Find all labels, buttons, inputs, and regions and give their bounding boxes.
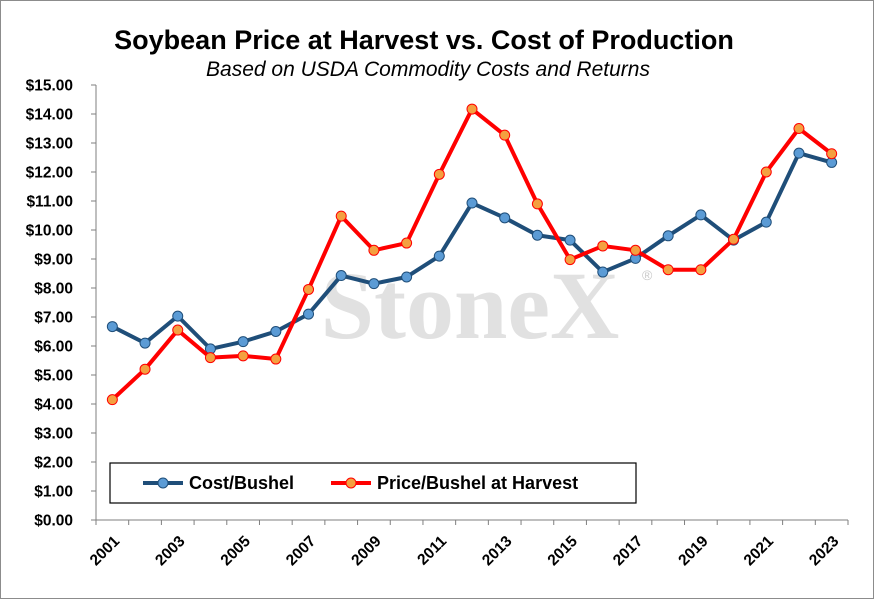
x-tick-label: 2021: [741, 533, 778, 570]
data-point: [106, 321, 118, 333]
y-tick-label: $6.00: [34, 339, 73, 356]
data-point: [368, 278, 380, 290]
data-point: [172, 324, 184, 336]
data-point: [106, 394, 118, 406]
data-point: [335, 270, 347, 282]
data-point: [728, 233, 740, 245]
legend: Cost/Bushel Price/Bushel at Harvest: [109, 462, 637, 504]
y-tick-label: $7.00: [34, 310, 73, 327]
data-point: [564, 234, 576, 246]
data-point: [139, 337, 151, 349]
series-layer: [106, 103, 838, 406]
data-point: [629, 244, 641, 256]
y-tick-label: $9.00: [34, 252, 73, 269]
watermark-registered-mark: ®: [642, 267, 653, 283]
legend-box: [109, 462, 637, 504]
data-point: [172, 310, 184, 322]
data-point: [270, 353, 282, 365]
data-point: [793, 147, 805, 159]
x-axis-ticks: 2001 2003 2005 2007 2009 2011 2013 2015 2017 2019…: [87, 520, 849, 570]
data-point: [826, 148, 838, 160]
legend-label-price: Price/Bushel at Harvest: [377, 473, 578, 493]
data-point: [760, 216, 772, 228]
y-axis-ticks: $0.00 $1.00 $2.00 $3.00 $4.00 $5.00 $6.00 $7.00…: [26, 78, 96, 530]
y-tick-label: $2.00: [34, 455, 73, 472]
legend-marker-price: [345, 477, 357, 489]
y-tick-label: $15.00: [26, 78, 73, 95]
data-point: [303, 283, 315, 295]
data-point: [270, 326, 282, 337]
data-point: [564, 254, 576, 266]
data-point: [466, 197, 478, 209]
data-point: [335, 210, 347, 222]
y-tick-label: $13.00: [26, 136, 73, 153]
x-tick-label: 2003: [152, 533, 189, 570]
data-point: [466, 103, 478, 115]
series-price-per-bushel-at-harvest: [106, 103, 838, 406]
data-point: [433, 168, 445, 180]
x-tick-label: 2013: [479, 533, 516, 570]
data-point: [793, 123, 805, 134]
x-tick-label: 2009: [348, 533, 385, 570]
legend-label-cost: Cost/Bushel: [189, 473, 294, 493]
data-point: [401, 271, 413, 283]
x-tick-label: 2001: [87, 533, 124, 570]
data-point: [531, 229, 543, 241]
x-tick-label: 2017: [610, 533, 646, 569]
x-tick-label: 2011: [414, 533, 450, 569]
data-point: [662, 230, 674, 242]
x-tick-label: 2015: [545, 533, 582, 570]
legend-marker-cost: [157, 477, 169, 489]
data-point: [204, 352, 216, 364]
data-point: [760, 166, 772, 178]
y-tick-label: $0.00: [34, 513, 73, 530]
y-tick-label: $14.00: [26, 107, 73, 124]
data-point: [237, 336, 249, 348]
y-tick-label: $8.00: [34, 281, 73, 298]
data-point: [433, 250, 445, 262]
y-tick-label: $3.00: [34, 426, 73, 443]
y-tick-label: $10.00: [26, 223, 73, 240]
x-tick-label: 2019: [675, 533, 712, 570]
data-point: [401, 237, 413, 249]
data-point: [695, 264, 707, 276]
x-tick-label: 2023: [806, 533, 843, 570]
x-tick-label: 2005: [218, 533, 255, 570]
x-tick-label: 2007: [283, 533, 319, 569]
y-tick-label: $5.00: [34, 368, 73, 385]
y-tick-label: $4.00: [34, 397, 73, 414]
y-tick-label: $1.00: [34, 484, 73, 501]
watermark-logo: StoneX: [321, 252, 620, 359]
series-cost-per-bushel: [106, 147, 838, 355]
data-point: [695, 209, 707, 221]
data-point: [499, 129, 511, 141]
chart-subtitle: Based on USDA Commodity Costs and Return…: [206, 58, 650, 81]
data-point: [531, 198, 543, 210]
data-point: [368, 244, 380, 256]
data-point: [662, 264, 674, 276]
y-tick-label: $12.00: [26, 165, 73, 182]
chart-title: Soybean Price at Harvest vs. Cost of Pro…: [114, 25, 734, 55]
data-point: [597, 240, 609, 252]
data-point: [597, 266, 609, 278]
data-point: [303, 308, 315, 320]
data-point: [499, 212, 511, 224]
data-point: [139, 363, 151, 375]
data-point: [237, 350, 249, 362]
y-tick-label: $11.00: [26, 194, 73, 211]
